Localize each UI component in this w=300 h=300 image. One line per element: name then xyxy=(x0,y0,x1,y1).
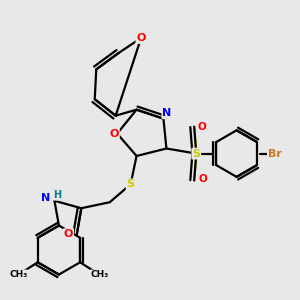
Text: O: O xyxy=(197,122,206,132)
Text: O: O xyxy=(198,174,207,184)
Text: N: N xyxy=(41,194,51,203)
Text: H: H xyxy=(53,190,61,200)
Text: Br: Br xyxy=(268,148,282,159)
Text: CH₃: CH₃ xyxy=(90,270,109,279)
Text: N: N xyxy=(162,108,172,118)
Text: O: O xyxy=(64,229,73,239)
Text: S: S xyxy=(127,179,135,189)
Text: O: O xyxy=(136,33,146,43)
Text: O: O xyxy=(110,129,119,139)
Text: CH₃: CH₃ xyxy=(9,270,27,279)
Text: S: S xyxy=(192,148,200,159)
